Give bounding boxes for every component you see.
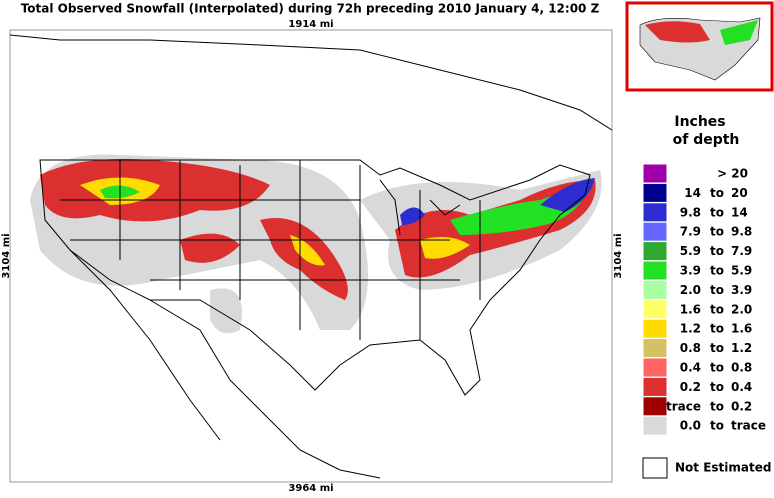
legend-to: trace <box>731 419 766 433</box>
legend-from: 0.8 <box>680 341 701 355</box>
legend-from: 1.6 <box>680 302 701 316</box>
legend-from: 2.0 <box>680 283 701 297</box>
legend-to: 3.9 <box>731 283 752 297</box>
legend-swatch <box>642 338 668 359</box>
legend-swatch <box>642 318 668 339</box>
legend-from: 0.4 <box>680 361 701 375</box>
legend-to: 14 <box>731 205 748 219</box>
legend-swatch <box>642 396 668 417</box>
legend-to: 1.2 <box>731 341 752 355</box>
legend-to: 2.0 <box>731 302 752 316</box>
legend-sep: to <box>710 399 724 413</box>
legend-title: Inches <box>674 114 725 130</box>
legend-sep: to <box>710 419 724 433</box>
scale-right: 3104 mi <box>613 233 624 278</box>
legend-to: 20 <box>731 186 748 200</box>
legend-swatch <box>642 163 668 184</box>
legend-to: 0.2 <box>731 399 752 413</box>
legend-swatch <box>642 221 668 242</box>
legend-swatch <box>642 299 668 320</box>
scale-bottom: 3964 mi <box>288 483 333 494</box>
legend-sep: to <box>710 341 724 355</box>
title: Total Observed Snowfall (Interpolated) d… <box>21 2 600 16</box>
legend-title: of depth <box>673 132 740 148</box>
legend-swatch <box>642 415 668 436</box>
legend-from: 0.0 <box>680 419 701 433</box>
legend-to: 0.8 <box>731 361 752 375</box>
inset-map <box>625 1 774 92</box>
legend-sep: to <box>710 186 724 200</box>
legend-sep: to <box>710 283 724 297</box>
scale-top: 1914 mi <box>288 19 333 30</box>
legend-sep: to <box>710 302 724 316</box>
map-outlines <box>9 34 613 479</box>
legend-label: Not Estimated <box>675 461 771 475</box>
legend-to: 1.6 <box>731 322 752 336</box>
snow-areas <box>30 154 602 334</box>
scale-left: 3104 mi <box>1 233 12 278</box>
legend-from: 14 <box>684 186 701 200</box>
legend-sep: to <box>710 244 724 258</box>
legend-sep: to <box>710 205 724 219</box>
legend-to: 9.8 <box>731 225 752 239</box>
legend: Inches of depth Not Estimated > 20 14 to 20… <box>642 114 771 479</box>
legend-sep: to <box>710 361 724 375</box>
legend-swatch <box>642 241 668 262</box>
legend-sep: to <box>710 264 724 278</box>
legend-swatch <box>642 182 668 203</box>
legend-label: > 20 <box>717 167 748 181</box>
legend-swatch <box>642 260 668 281</box>
legend-from: 9.8 <box>680 205 701 219</box>
legend-swatch <box>642 357 668 378</box>
legend-swatch <box>642 279 668 300</box>
legend-from: 7.9 <box>680 225 701 239</box>
legend-sep: to <box>710 380 724 394</box>
legend-to: 7.9 <box>731 244 752 258</box>
legend-from: 5.9 <box>680 244 701 258</box>
legend-from: 3.9 <box>680 264 701 278</box>
legend-sep: to <box>710 225 724 239</box>
legend-swatch <box>642 457 668 479</box>
legend-from: trace <box>666 399 701 413</box>
legend-sep: to <box>710 322 724 336</box>
legend-from: 0.2 <box>680 380 701 394</box>
legend-from: 1.2 <box>680 322 701 336</box>
legend-swatch <box>642 376 668 397</box>
legend-swatch <box>642 202 668 223</box>
legend-to: 5.9 <box>731 264 752 278</box>
legend-to: 0.4 <box>731 380 752 394</box>
